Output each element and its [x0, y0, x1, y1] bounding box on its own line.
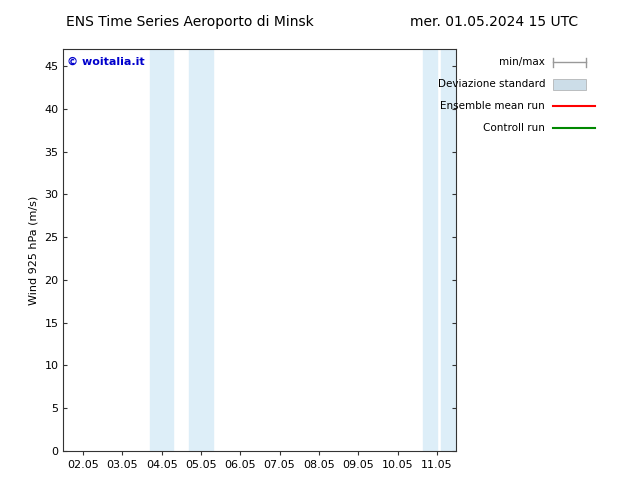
Bar: [150, 49, 174, 451]
Text: Controll run: Controll run: [483, 123, 545, 133]
FancyBboxPatch shape: [553, 79, 586, 90]
Y-axis label: Wind 925 hPa (m/s): Wind 925 hPa (m/s): [29, 196, 39, 304]
Text: min/max: min/max: [500, 57, 545, 67]
Bar: [441, 49, 456, 451]
Text: mer. 01.05.2024 15 UTC: mer. 01.05.2024 15 UTC: [410, 15, 579, 29]
Text: Deviazione standard: Deviazione standard: [437, 79, 545, 89]
Text: Ensemble mean run: Ensemble mean run: [441, 101, 545, 111]
Text: © woitalia.it: © woitalia.it: [67, 57, 145, 67]
Text: ENS Time Series Aeroporto di Minsk: ENS Time Series Aeroporto di Minsk: [67, 15, 314, 29]
Bar: [189, 49, 213, 451]
Bar: [423, 49, 437, 451]
